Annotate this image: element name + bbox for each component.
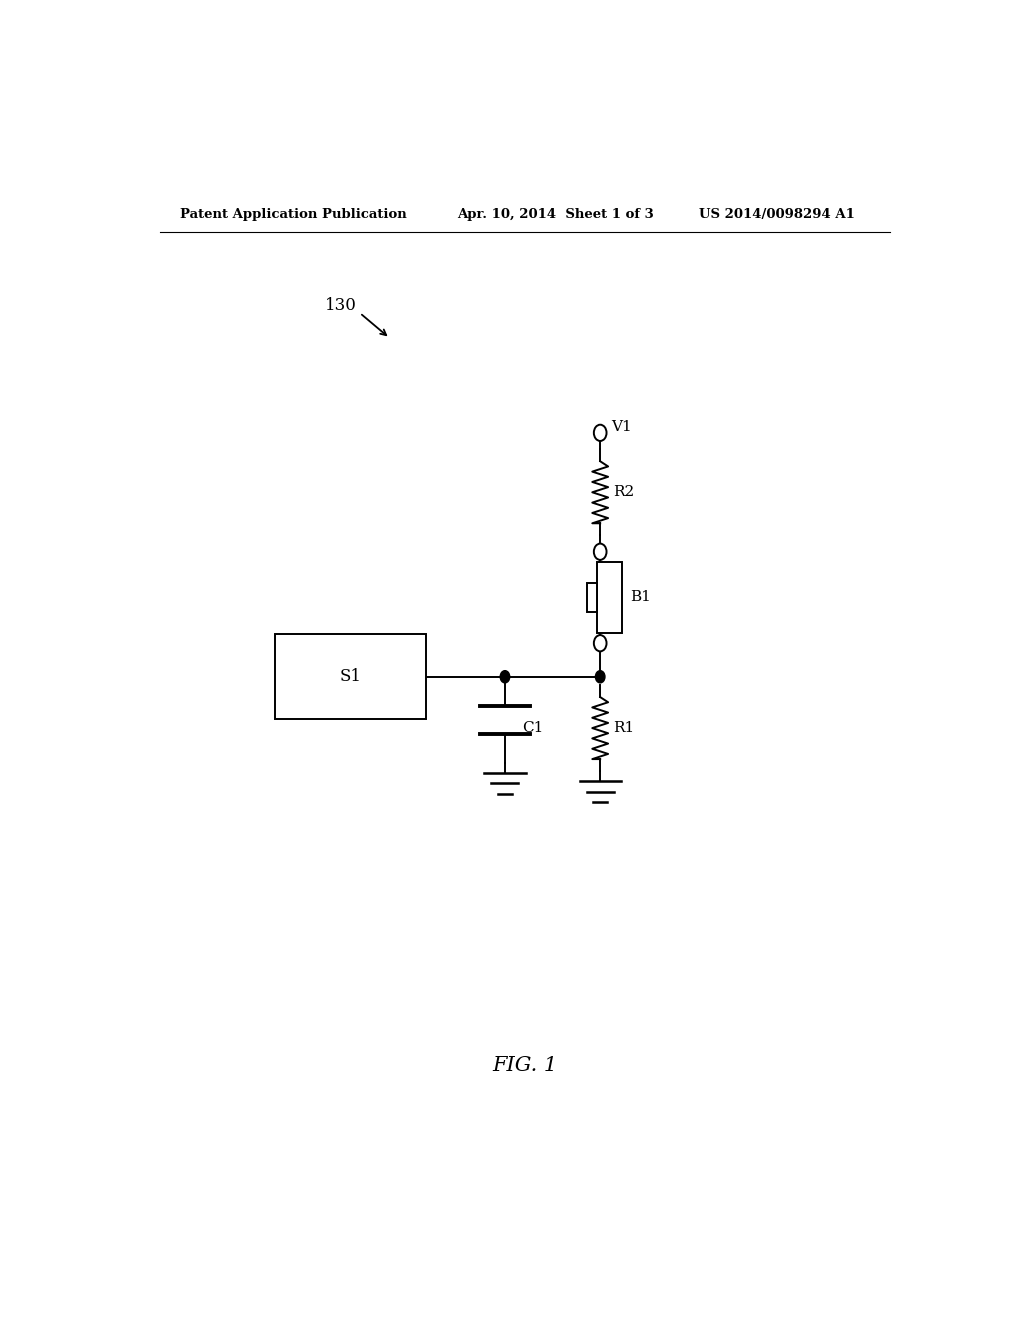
Text: C1: C1 [522,721,544,735]
Bar [597,562,623,634]
Text: US 2014/0098294 A1: US 2014/0098294 A1 [699,207,855,220]
Text: Patent Application Publication: Patent Application Publication [179,207,407,220]
Circle shape [594,544,606,560]
Circle shape [594,425,606,441]
Circle shape [594,635,606,651]
Text: FIG. 1: FIG. 1 [493,1056,557,1074]
Text: S1: S1 [339,668,361,685]
Text: R1: R1 [613,721,634,735]
Bar [274,634,426,719]
Circle shape [500,671,510,682]
Bar [588,583,597,611]
Text: 130: 130 [325,297,356,314]
Circle shape [595,671,605,682]
Text: B1: B1 [631,590,651,605]
Text: V1: V1 [611,420,632,434]
Text: Apr. 10, 2014  Sheet 1 of 3: Apr. 10, 2014 Sheet 1 of 3 [458,207,654,220]
Text: R2: R2 [613,486,634,499]
